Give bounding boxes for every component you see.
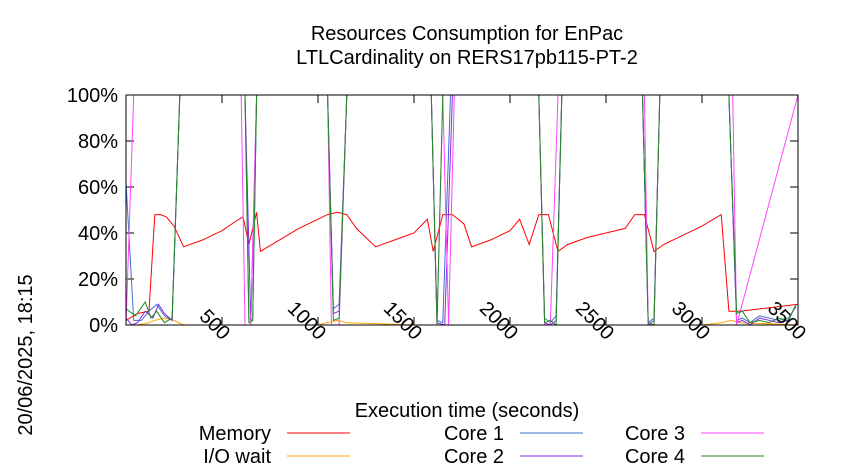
- series-line-core-2: [125, 94, 797, 327]
- legend-label: Core 4: [625, 446, 685, 468]
- legend-label: Core 1: [444, 423, 504, 445]
- legend-label: Core 3: [625, 423, 685, 445]
- series-line-memory: [125, 211, 799, 321]
- y-tick-label: 20%: [78, 269, 118, 291]
- x-tick-label: 2500: [571, 298, 618, 345]
- series-line-core-1: [125, 94, 797, 324]
- x-tick-label: 1000: [283, 298, 330, 345]
- timestamp-label: 20/06/2025, 18:15: [15, 274, 37, 435]
- chart-subtitle: LTLCardinality on RERS17pb115-PT-2: [296, 47, 638, 69]
- y-tick-label: 40%: [78, 223, 118, 245]
- y-tick-label: 80%: [78, 131, 118, 153]
- legend-label: I/O wait: [203, 446, 271, 468]
- series-line-i-o-wait: [126, 317, 799, 326]
- x-tick-label: 3000: [667, 298, 714, 345]
- y-tick-label: 100%: [67, 85, 118, 107]
- legend-label: Core 2: [444, 446, 504, 468]
- legend-label: Memory: [199, 423, 271, 445]
- y-tick-label: 0%: [89, 315, 118, 337]
- plot-frame: [125, 94, 799, 326]
- x-axis-label: Execution time (seconds): [355, 400, 580, 422]
- y-tick-label: 60%: [78, 177, 118, 199]
- x-tick-label: 1500: [379, 298, 426, 345]
- series-line-core-4: [125, 94, 797, 327]
- x-tick-label: 2000: [475, 298, 522, 345]
- chart-title: Resources Consumption for EnPac: [311, 23, 623, 45]
- x-tick-label: 500: [195, 305, 234, 344]
- series-line-core-3: [125, 94, 799, 326]
